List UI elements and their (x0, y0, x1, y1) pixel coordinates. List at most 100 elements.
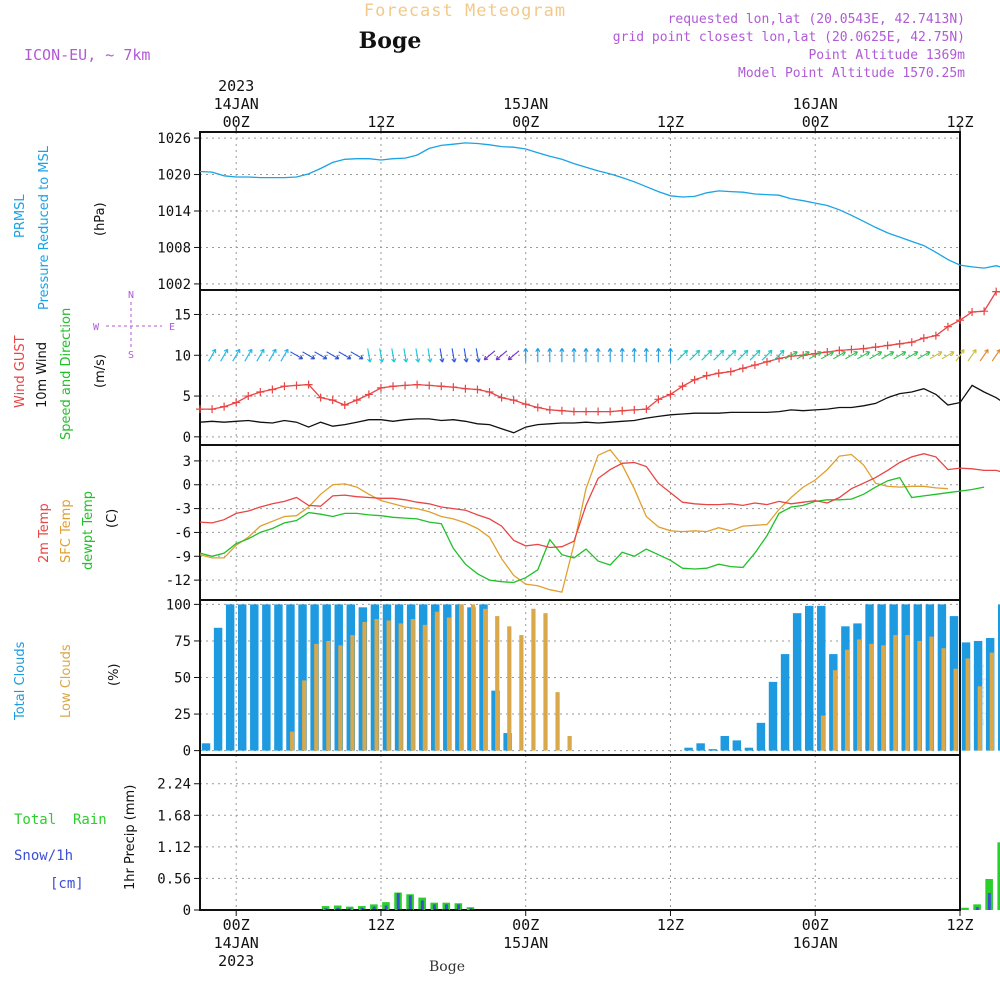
cloud-total-bar (768, 681, 778, 751)
wind-arrow (857, 351, 871, 360)
gust-marker (557, 406, 566, 415)
wind-arrow (244, 348, 253, 362)
label-10m-wind: 10m Wind (35, 342, 50, 408)
wind-arrow (326, 351, 340, 360)
wind-arrow (571, 348, 577, 363)
snow-bar (987, 893, 991, 910)
label-2m-temp: 2m Temp (37, 503, 52, 563)
gust-marker (931, 331, 940, 340)
wind-arrow (523, 348, 529, 363)
y-tick-label: 0.56 (157, 871, 191, 887)
snow-bar (372, 906, 376, 910)
gust-marker (762, 357, 771, 366)
wind-arrow (232, 348, 241, 362)
label-prmsl: PRMSL (13, 194, 28, 238)
gust-marker (340, 401, 349, 410)
x-tick-label: 00Z (512, 916, 539, 934)
cloud-total-bar (780, 654, 790, 751)
gust-marker (437, 382, 446, 391)
snow-bar (324, 908, 328, 910)
gust-marker (449, 383, 458, 392)
wind-arrow (869, 351, 883, 360)
cloud-low-bar (386, 620, 391, 751)
wind-arrow (784, 351, 798, 360)
snow-bar (420, 900, 424, 910)
y-tick-label: 1002 (157, 277, 191, 293)
panel-frame (199, 754, 961, 911)
y-tick-label: 1008 (157, 240, 191, 256)
snow-bar (336, 907, 340, 910)
wind-arrow (256, 348, 265, 362)
label-wind-gust: Wind GUST (13, 335, 28, 408)
gust-marker (401, 381, 410, 390)
gust-marker (956, 316, 964, 325)
model-altitude: Model Point Altitude 1570.25m (738, 66, 965, 81)
compass-icon: N S W E (93, 290, 175, 361)
wind-arrow (667, 348, 673, 363)
wind-arrow (379, 348, 385, 363)
cloud-total-bar (286, 604, 295, 751)
x-tick-label: 00Z (512, 113, 539, 131)
gust-marker (316, 393, 325, 402)
cloud-low-bar (893, 635, 898, 751)
snow-bar (396, 893, 400, 910)
x-tick-label: 00Z (802, 916, 829, 934)
wind-arrow (350, 351, 364, 360)
cloud-total-bar (792, 613, 802, 751)
plot-layer: 1002 1008 1014 1020 1026 0 5 10 15 -12 -9 -6 -3 0 3 0 25… (157, 77, 1000, 970)
cloud-low-bar (869, 643, 874, 751)
cloud-total-bar (998, 604, 1000, 751)
y-tick-label: -6 (174, 525, 191, 541)
y-tick-label: 75 (174, 634, 191, 650)
rain-bar (997, 842, 1000, 910)
cloud-total-bar (201, 743, 211, 751)
footer-location: Boge (429, 959, 465, 975)
temp2m-line (199, 453, 1000, 549)
gust-marker (497, 393, 506, 402)
gust-marker (569, 407, 578, 416)
cloud-low-bar (857, 639, 862, 751)
cloud-low-bar (446, 617, 452, 751)
snow-bar (457, 904, 461, 910)
rain-bar (961, 907, 969, 910)
gust-marker (943, 322, 952, 331)
gust-marker (787, 352, 796, 361)
cloud-total-bar (744, 747, 754, 751)
gust-marker (750, 361, 759, 370)
x-date-label: 14JAN (214, 934, 259, 952)
gust-marker (654, 395, 663, 404)
wind-arrow (917, 351, 931, 360)
cloud-low-bar (543, 613, 548, 751)
cloud-low-bar (531, 608, 536, 751)
cloud-total-bar (213, 627, 223, 751)
cloud-low-bar (374, 619, 379, 751)
y-tick-label: 15 (174, 307, 191, 323)
x-tick-label: 12Z (367, 113, 394, 131)
gust-marker (208, 405, 217, 414)
cloud-low-bar (326, 640, 331, 751)
gust-marker (545, 405, 554, 414)
wind-arrow (749, 349, 761, 361)
cloud-low-bar (567, 735, 572, 751)
gust-marker (292, 381, 301, 390)
y-tick-label: -12 (166, 573, 191, 589)
x-date-label: 16JAN (793, 95, 838, 113)
label-total-clouds: Total Clouds (13, 641, 28, 721)
cloud-low-bar (905, 635, 910, 751)
wind-arrow (881, 351, 895, 360)
label-pressure-unit: (hPa) (93, 202, 108, 236)
wind-arrow (773, 349, 785, 361)
wind-speed-line (199, 384, 1000, 434)
wind-arrow (475, 348, 481, 363)
wind-arrow (547, 348, 553, 363)
y-tick-label: 2.24 (157, 777, 191, 793)
wind-arrow (761, 349, 773, 361)
gust-marker (509, 396, 518, 405)
point-altitude: Point Altitude 1369m (808, 48, 965, 63)
cloud-low-bar (422, 624, 427, 751)
wind-arrow (979, 349, 989, 362)
wind-arrow (607, 348, 613, 363)
cloud-total-bar (250, 604, 259, 751)
cloud-low-bar (929, 636, 934, 751)
